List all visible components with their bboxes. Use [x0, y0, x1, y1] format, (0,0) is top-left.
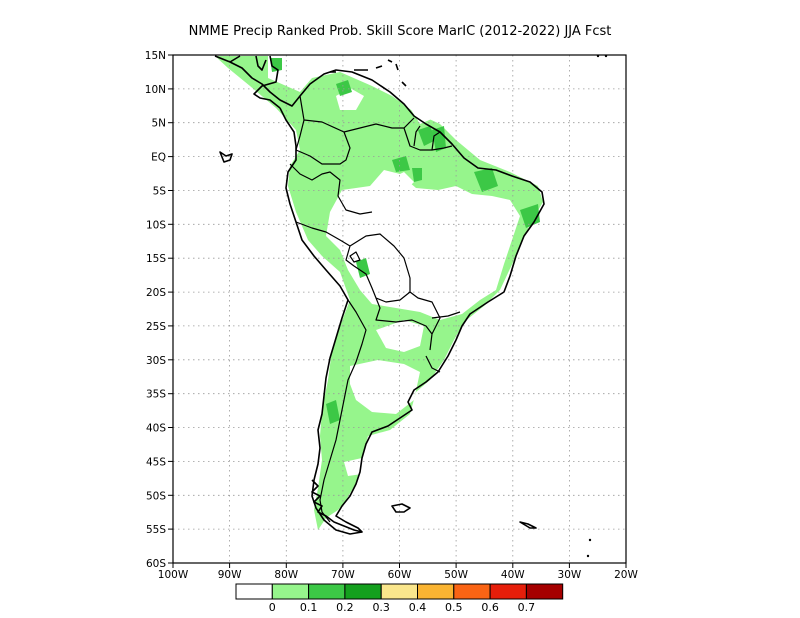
lon-label: 90W — [218, 569, 242, 581]
lat-label: 60S — [146, 558, 166, 570]
central-america-coastline — [229, 55, 281, 109]
lat-label: 50S — [146, 490, 166, 502]
colorbar-swatch — [380, 583, 419, 600]
colorbar-label: 0.2 — [336, 601, 354, 614]
country-borders — [289, 95, 461, 523]
colorbar-label: 0.7 — [518, 601, 536, 614]
lon-label: 20W — [614, 569, 638, 581]
colorbar: 0 0.1 0.2 0.3 0.4 0.5 0.6 0.7 — [235, 583, 564, 614]
colorbar-label: 0.5 — [445, 601, 463, 614]
south-georgia-island — [519, 521, 537, 529]
falkland-islands — [391, 503, 411, 513]
tierra-del-fuego — [311, 479, 363, 533]
colorbar-swatch — [453, 583, 491, 600]
lon-label: 60W — [388, 569, 412, 581]
galapagos-islands — [219, 151, 233, 163]
colorbar-swatch — [525, 583, 564, 600]
lat-label: 25S — [146, 321, 166, 333]
lon-label: 40W — [501, 569, 525, 581]
lon-label: 100W — [158, 569, 189, 581]
lat-label: 35S — [146, 389, 166, 401]
caribbean-islands — [330, 59, 407, 87]
lat-label: 15N — [145, 50, 166, 62]
skill-region-medium — [270, 58, 540, 424]
colorbar-swatch — [235, 583, 273, 600]
lon-label: 80W — [274, 569, 298, 581]
lon-label: 70W — [331, 569, 355, 581]
colorbar-label: 0.6 — [481, 601, 499, 614]
colorbar-label: 0 — [269, 601, 276, 614]
lat-label: 20S — [146, 287, 166, 299]
lat-label: 45S — [146, 456, 166, 468]
lat-label: EQ — [151, 152, 166, 164]
map-title: NMME Precip Ranked Prob. Skill Score Mar… — [189, 24, 612, 39]
colorbar-swatch — [271, 583, 310, 600]
colorbar-label: 0.3 — [372, 601, 390, 614]
lat-label: 10S — [146, 219, 166, 231]
colorbar-label: 0.4 — [409, 601, 427, 614]
lon-label: 50W — [444, 569, 468, 581]
lat-label: 5N — [151, 118, 166, 130]
lat-label: 5S — [153, 186, 167, 198]
colorbar-label: 0.1 — [300, 601, 318, 614]
graticule — [173, 55, 626, 563]
colorbar-swatch — [489, 583, 527, 600]
lat-label: 30S — [146, 355, 166, 367]
colorbar-swatch — [308, 583, 346, 600]
lat-label: 10N — [145, 84, 166, 96]
lat-label: 40S — [146, 423, 166, 435]
lon-label: 30W — [558, 569, 582, 581]
lat-label: 55S — [146, 524, 166, 536]
continent-coastline — [214, 55, 545, 535]
colorbar-swatch — [344, 583, 382, 600]
map-area — [172, 54, 627, 564]
skill-region-white — [322, 88, 520, 476]
longitude-labels: 100W 90W 80W 70W 60W 50W 40W 30W 20W — [158, 569, 639, 581]
skill-shading — [215, 56, 543, 530]
lat-label: 15S — [146, 253, 166, 265]
axis-ticks — [168, 54, 627, 568]
colorbar-swatch — [417, 583, 455, 600]
latitude-labels: 15N 10N 5N EQ 5S 10S 15S 20S 25S 30S 35S… — [145, 50, 167, 570]
lake-titicaca — [349, 251, 361, 263]
